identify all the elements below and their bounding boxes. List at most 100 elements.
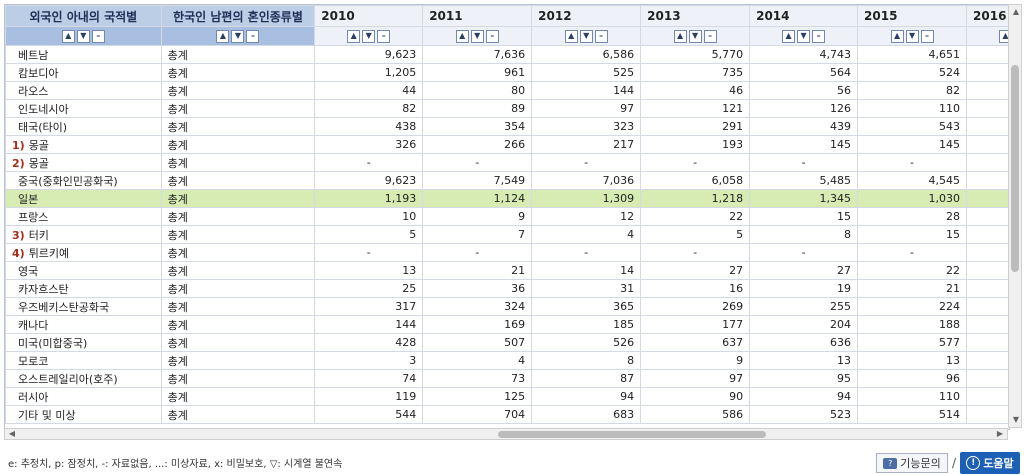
sort-descending-icon[interactable]: ▼ xyxy=(76,29,90,43)
data-cell: 704 xyxy=(422,405,533,424)
sort-ascending-icon[interactable]: ▲ xyxy=(890,29,904,43)
data-cell xyxy=(966,207,1009,226)
sort-descending-icon[interactable]: ▼ xyxy=(362,29,376,43)
footnote-marker[interactable]: 2) xyxy=(12,156,25,170)
sort-ascending-icon[interactable]: ▲ xyxy=(455,29,469,43)
data-cell: 523 xyxy=(749,405,859,424)
nationality-label: 모로코 xyxy=(18,354,49,368)
collapse-icon[interactable]: – xyxy=(246,29,260,43)
collapse-icon[interactable]: – xyxy=(377,29,391,43)
row-header-marriage-type: 총계 xyxy=(160,261,316,280)
nationality-label: 터키 xyxy=(28,228,49,242)
row-header-marriage-type: 총계 xyxy=(160,315,316,334)
collapse-icon[interactable]: – xyxy=(703,29,717,43)
data-cell: 365 xyxy=(531,297,642,316)
table-row[interactable]: 1)몽골총계3262662171931451451 xyxy=(5,135,1009,154)
vertical-scrollbar[interactable]: ▲ ▼ xyxy=(1008,4,1022,428)
collapse-icon[interactable]: – xyxy=(812,29,826,43)
help-button[interactable]: ! 도움말 xyxy=(960,452,1020,474)
sort-ascending-icon[interactable]: ▲ xyxy=(216,29,230,43)
column-header-year[interactable]: 2010 xyxy=(314,5,424,27)
horizontal-scrollbar[interactable]: ◀ ▶ xyxy=(4,428,1008,440)
sort-descending-icon[interactable]: ▼ xyxy=(579,29,593,43)
table-row[interactable]: 인도네시아 총계 82 89 97 121 126 110 xyxy=(5,99,1009,118)
table-row[interactable]: 러시아총계1191259490941101 xyxy=(5,387,1009,406)
row-header-nationality: 2) 몽골 xyxy=(5,153,162,172)
scroll-right-arrow-icon[interactable]: ▶ xyxy=(996,429,1004,438)
data-cell xyxy=(966,225,1009,244)
table-row[interactable]: 우즈베키스탄공화국 총계3173243652692552242 xyxy=(5,297,1009,316)
data-cell: 683 xyxy=(531,405,642,424)
column-header-year[interactable]: 2014 xyxy=(749,5,859,27)
collapse-icon[interactable]: – xyxy=(594,29,608,43)
data-cell: - xyxy=(531,243,642,262)
sort-ascending-icon[interactable]: ▲ xyxy=(61,29,75,43)
scroll-left-arrow-icon[interactable]: ◀ xyxy=(8,429,16,438)
data-cell: 5,485 xyxy=(749,171,859,190)
sort-ascending-icon[interactable]: ▲ xyxy=(673,29,687,43)
nationality-label: 베트남 xyxy=(18,48,49,62)
symbol-legend: e: 추정치, p: 잠정치, -: 자료없음, ...: 미상자료, x: 비… xyxy=(8,459,343,470)
footnote-marker[interactable]: 1) xyxy=(12,138,25,152)
data-cell: 514 xyxy=(857,405,968,424)
horizontal-scroll-thumb[interactable] xyxy=(498,431,766,438)
sort-descending-icon[interactable]: ▼ xyxy=(470,29,484,43)
column-header-marriage-type[interactable]: 한국인 남편의 혼인종류별 xyxy=(160,5,316,27)
table-row[interactable]: 캄보디아 총계1,2059615257355645244 xyxy=(5,63,1009,82)
data-cell: 28 xyxy=(857,207,968,226)
footnote-marker[interactable]: 3) xyxy=(12,228,25,242)
nationality-label: 튀르키예 xyxy=(28,246,70,260)
vertical-scroll-thumb[interactable] xyxy=(1011,65,1019,272)
data-cell: 4 xyxy=(966,405,1009,424)
column-header-year[interactable]: 2011 xyxy=(422,5,533,27)
collapse-icon[interactable]: – xyxy=(485,29,499,43)
sort-ascending-icon[interactable]: ▲ xyxy=(782,29,796,43)
column-header-year[interactable]: 2013 xyxy=(640,5,751,27)
collapse-icon[interactable]: – xyxy=(91,29,105,43)
sort-ascending-icon[interactable]: ▲ xyxy=(564,29,578,43)
scroll-up-arrow-icon[interactable]: ▲ xyxy=(1012,7,1020,16)
data-cell: 14 xyxy=(531,261,642,280)
row-header-nationality: 미국(미합중국) xyxy=(5,333,162,352)
data-cell: - xyxy=(314,243,424,262)
data-cell: 144 xyxy=(531,81,642,100)
row-header-nationality: 영국 xyxy=(5,261,162,280)
data-cell: - xyxy=(640,243,751,262)
table-row[interactable]: 프랑스 총계 10 9 12 22 15 28 xyxy=(5,207,1009,226)
table-row[interactable]: 미국(미합중국) 총계4285075266376365775 xyxy=(5,333,1009,352)
table-row[interactable]: 캐나다 총계1441691851772041882 xyxy=(5,315,1009,334)
sort-descending-icon[interactable]: ▼ xyxy=(688,29,702,43)
table-row[interactable]: 중국(중화인민공화국) 총계 9,623 7,549 7,036 6,058 5,485 4,… xyxy=(5,171,1009,190)
row-header-marriage-type: 총계 xyxy=(160,243,316,262)
footnote-marker[interactable]: 4) xyxy=(12,246,25,260)
sort-descending-icon[interactable]: ▼ xyxy=(231,29,245,43)
table-row[interactable]: 기타 및 미상 총계5447046835865235144 xyxy=(5,405,1009,424)
sort-descending-icon[interactable]: ▼ xyxy=(797,29,811,43)
table-row[interactable]: 4) 튀르키예 총계 - - - - - - xyxy=(5,243,1009,262)
table-row[interactable]: 3) 터키 총계 5 7 4 5 8 15 xyxy=(5,225,1009,244)
column-header-year[interactable]: 2012 xyxy=(531,5,642,27)
sort-descending-icon[interactable]: ▼ xyxy=(905,29,919,43)
column-header-year[interactable]: 2015 xyxy=(857,5,968,27)
table-row[interactable]: 오스트레일리아(호주) 총계 74 73 87 97 95 96 xyxy=(5,369,1009,388)
data-cell: 5,770 xyxy=(640,45,751,64)
column-header-year[interactable]: 2016 2 xyxy=(966,5,1009,27)
sort-ascending-icon[interactable]: ▲ xyxy=(347,29,361,43)
feature-inquiry-button[interactable]: ? 기능문의 xyxy=(876,453,948,473)
data-cell: - xyxy=(640,153,751,172)
table-row[interactable]: 모로코 총계 3 4 8 9 13 13 xyxy=(5,351,1009,370)
table-row[interactable]: 태국(타이) 총계4383543232914395437 xyxy=(5,117,1009,136)
table-row[interactable]: 2) 몽골 총계 - - - - - - xyxy=(5,153,1009,172)
table-row[interactable]: 영국 총계 13 21 14 27 27 22 xyxy=(5,261,1009,280)
data-cell: 525 xyxy=(531,63,642,82)
collapse-icon[interactable]: – xyxy=(920,29,934,43)
nationality-label: 러시아 xyxy=(18,390,49,404)
table-row[interactable]: 라오스 총계 44 80 144 46 56 82 xyxy=(5,81,1009,100)
scroll-down-arrow-icon[interactable]: ▼ xyxy=(1012,415,1020,424)
nationality-label: 캄보디아 xyxy=(18,66,59,80)
sort-ascending-icon[interactable]: ▲ xyxy=(999,29,1009,43)
table-row[interactable]: 카자흐스탄 총계 25 36 31 16 19 21 xyxy=(5,279,1009,298)
column-header-wife-nationality[interactable]: 외국인 아내의 국적별 xyxy=(5,5,162,27)
